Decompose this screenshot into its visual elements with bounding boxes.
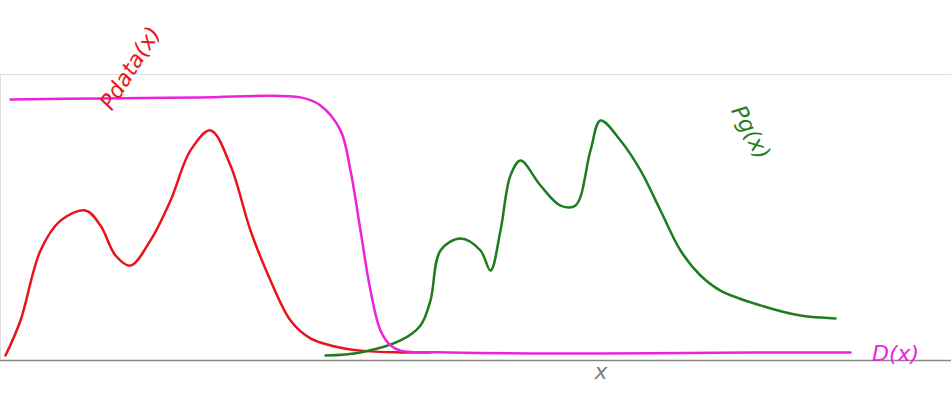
svg-text:x: x	[593, 359, 608, 384]
svg-text:D(x): D(x)	[872, 341, 919, 366]
svg-text:Pg(x): Pg(x)	[726, 101, 775, 163]
svg-text:Pdata(x): Pdata(x)	[95, 22, 165, 114]
